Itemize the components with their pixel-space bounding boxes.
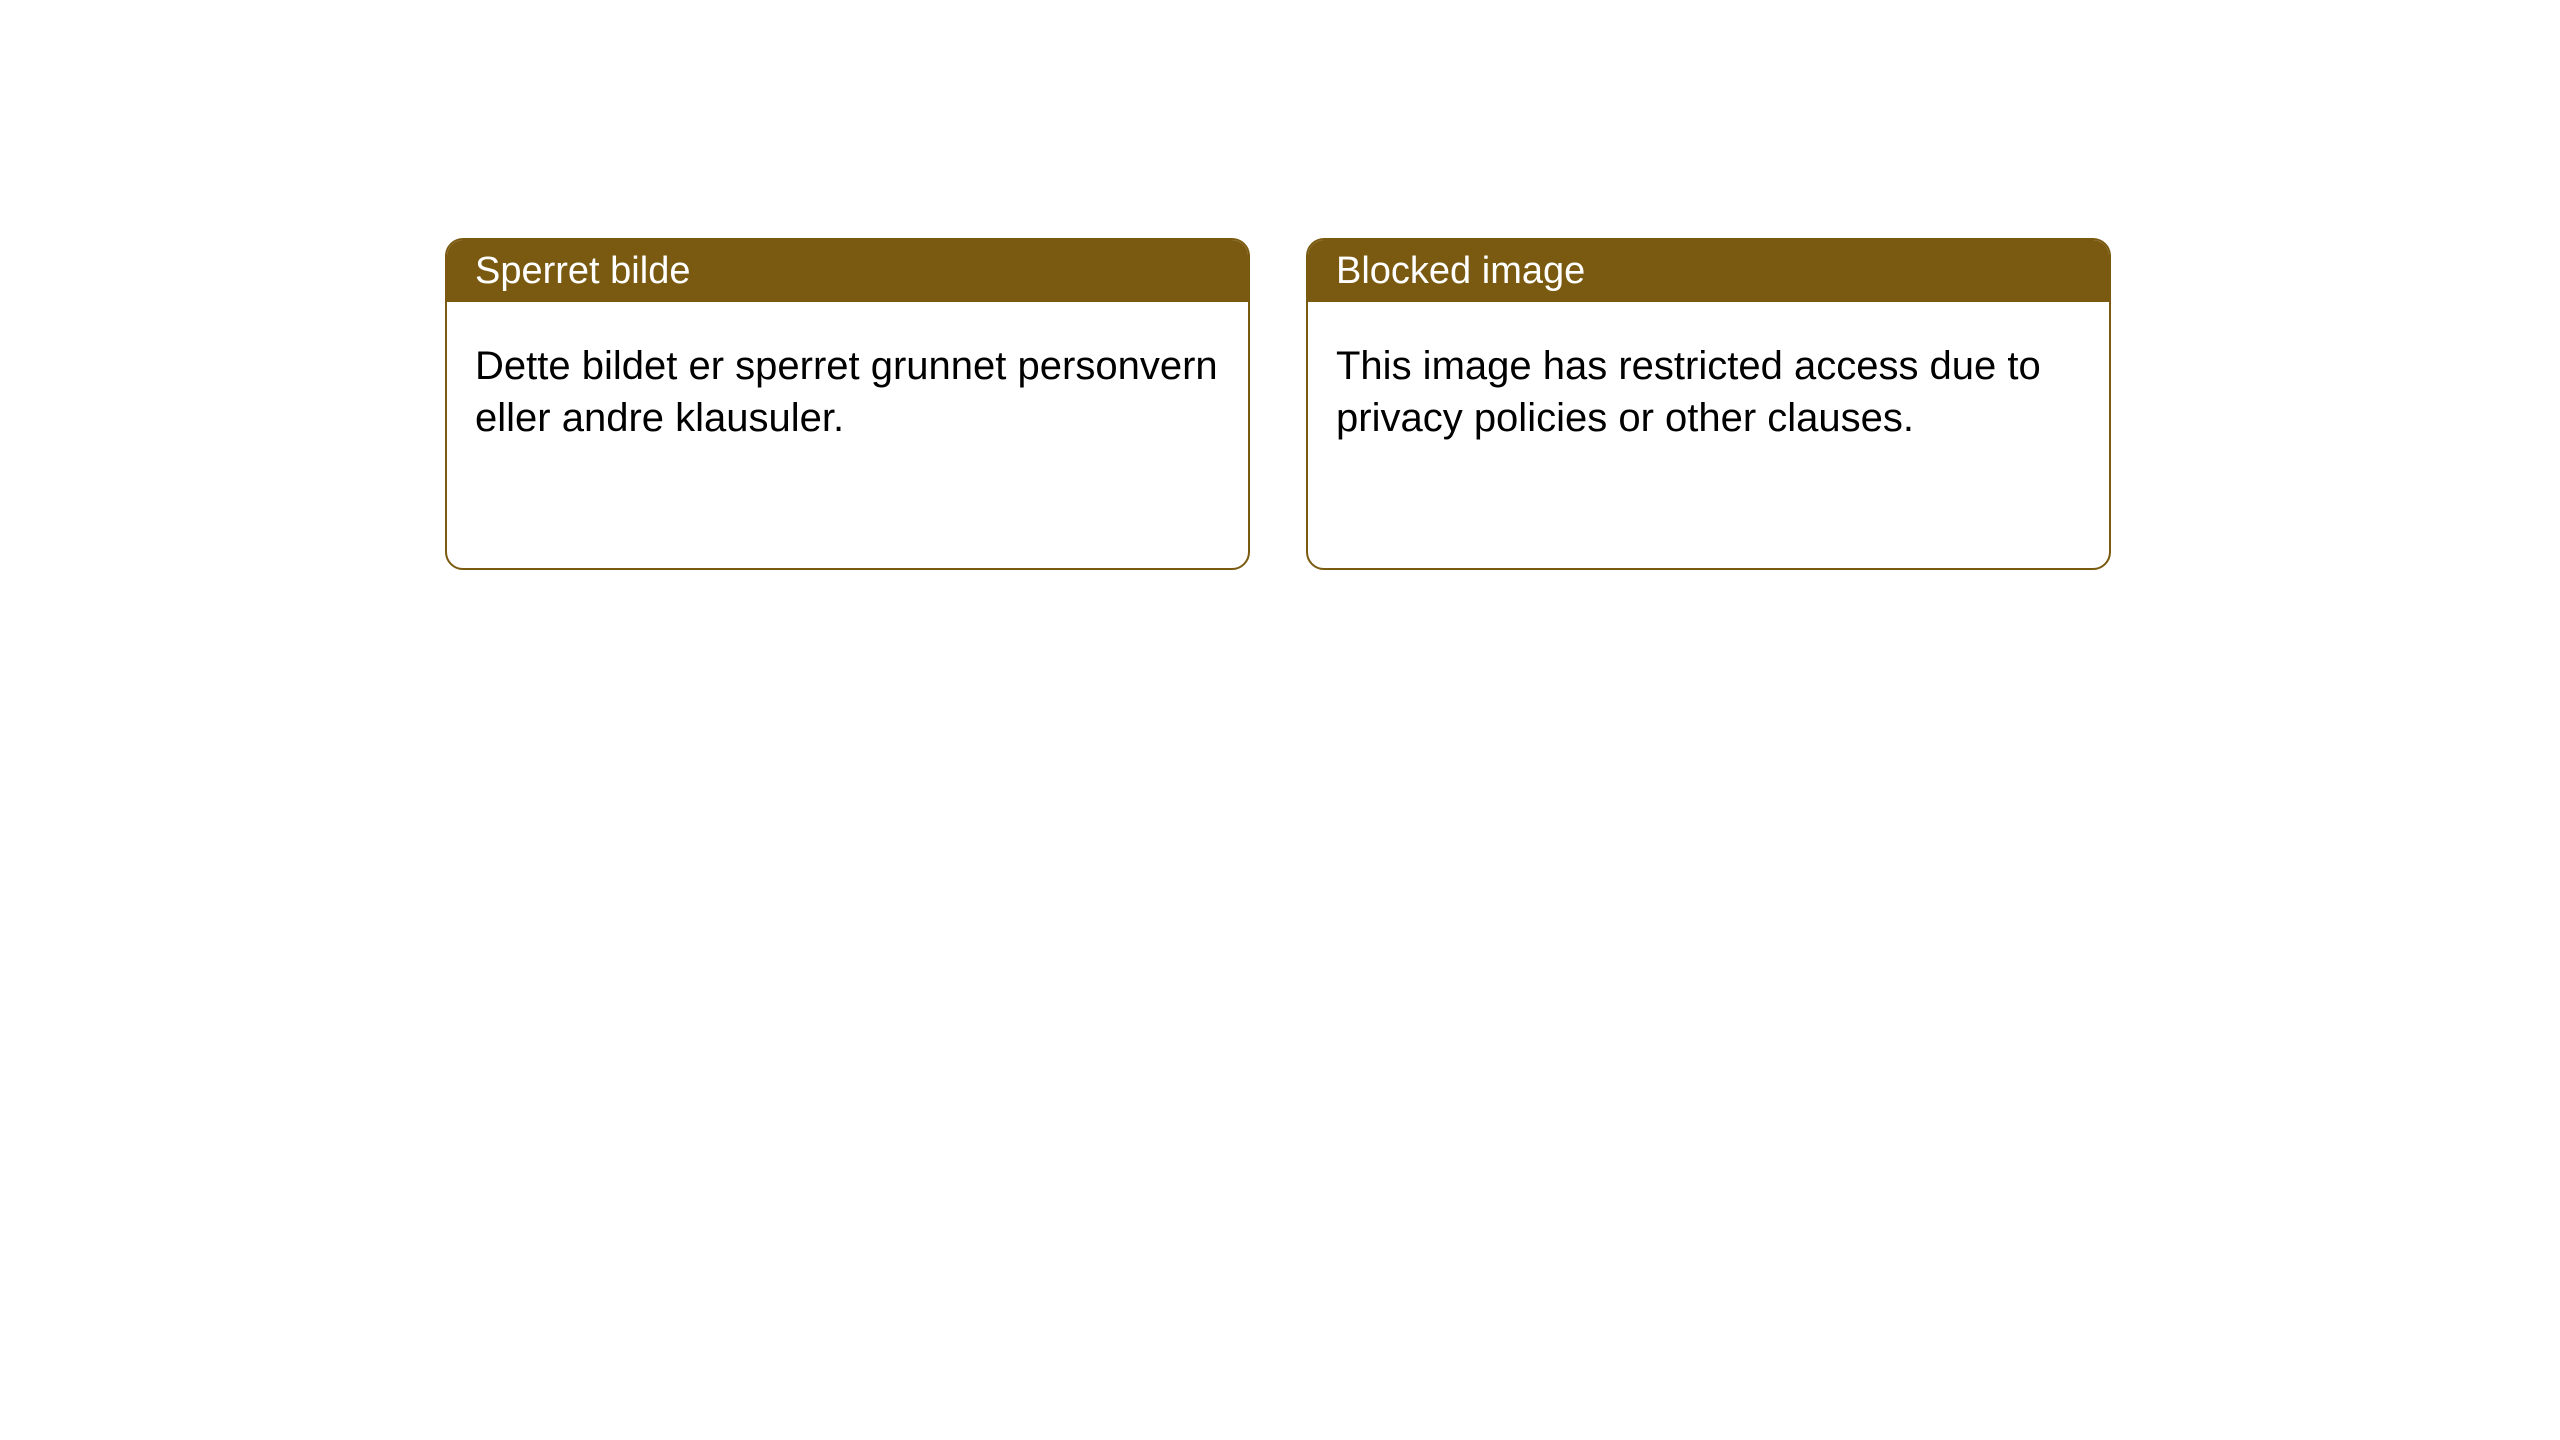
notice-body: Dette bildet er sperret grunnet personve… <box>447 302 1248 482</box>
notice-body-text: This image has restricted access due to … <box>1336 344 2041 440</box>
notice-body-text: Dette bildet er sperret grunnet personve… <box>475 344 1218 440</box>
notice-body: This image has restricted access due to … <box>1308 302 2109 482</box>
notice-title: Sperret bilde <box>475 250 690 293</box>
notice-container: Sperret bilde Dette bildet er sperret gr… <box>0 0 2560 570</box>
notice-card-norwegian: Sperret bilde Dette bildet er sperret gr… <box>445 238 1250 570</box>
notice-card-english: Blocked image This image has restricted … <box>1306 238 2111 570</box>
notice-header: Blocked image <box>1308 240 2109 302</box>
notice-header: Sperret bilde <box>447 240 1248 302</box>
notice-title: Blocked image <box>1336 250 1585 293</box>
